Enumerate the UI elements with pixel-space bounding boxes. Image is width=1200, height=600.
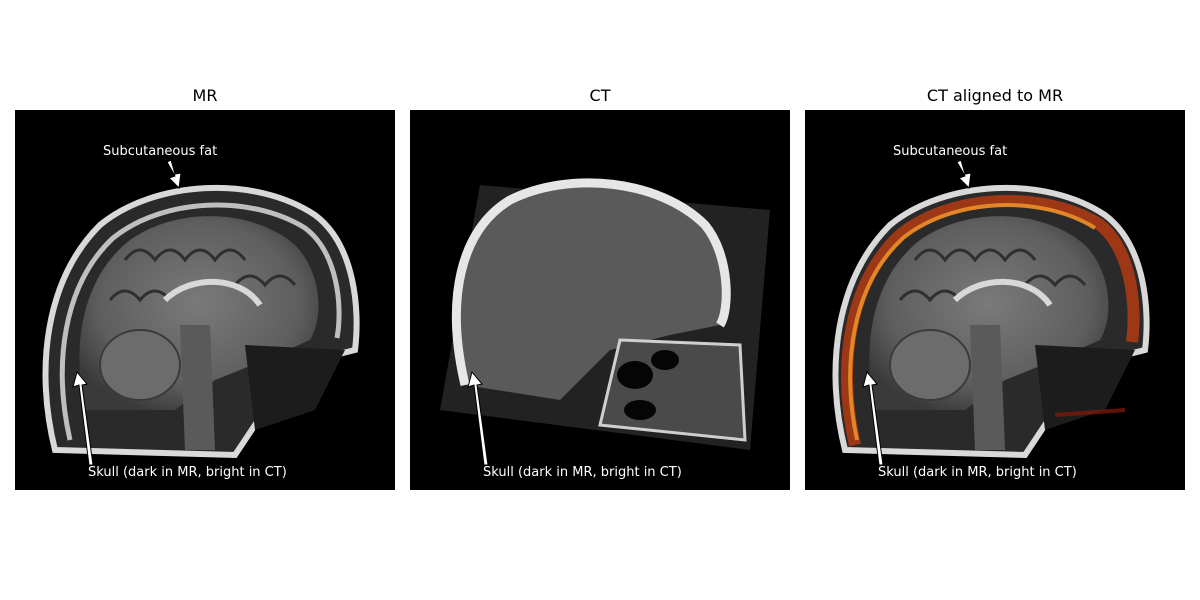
- face-region: [245, 345, 345, 430]
- skull-arrow: [467, 370, 489, 466]
- skull-arrow: [862, 370, 884, 466]
- corpus-callosum: [952, 278, 1053, 307]
- overlay-scan-image: Subcutaneous fat Skull (dark in MR, brig…: [805, 110, 1185, 490]
- annotation-subcutaneous-fat: Subcutaneous fat: [893, 144, 1007, 159]
- brainstem: [970, 325, 1005, 450]
- annotation-skull: Skull (dark in MR, bright in CT): [88, 465, 287, 480]
- overlay-annotation-layer: Subcutaneous fat Skull (dark in MR, brig…: [878, 144, 1077, 480]
- ct-overlay-face: [1054, 408, 1126, 417]
- annotation-skull: Skull (dark in MR, bright in CT): [878, 465, 1077, 480]
- fat-rim: [59, 202, 342, 441]
- overlay-brain-svg: [832, 159, 1150, 466]
- fat-arrow: [166, 159, 182, 190]
- ct-overlay-skull: [841, 195, 1140, 447]
- cerebellum: [889, 329, 971, 401]
- ct-skull-bone: [451, 178, 731, 387]
- ct-annotation-layer: Skull (dark in MR, bright in CT): [483, 465, 682, 480]
- ct-skull-svg: [440, 178, 770, 466]
- ct-brain: [456, 182, 727, 400]
- brainstem: [180, 325, 215, 450]
- mr-brain-svg: [42, 159, 360, 466]
- cerebellum: [99, 329, 181, 401]
- mr-annotation-layer: Subcutaneous fat Skull (dark in MR, brig…: [88, 144, 287, 480]
- corpus-callosum: [162, 278, 263, 307]
- ct-sinus-3: [624, 400, 656, 420]
- ct-overlay-highlight: [848, 203, 1097, 441]
- fat-arrow: [956, 159, 972, 190]
- annotation-skull: Skull (dark in MR, bright in CT): [483, 465, 682, 480]
- ct-sinus-1: [617, 361, 653, 389]
- gyri: [108, 248, 297, 303]
- panel-title: MR: [192, 86, 218, 105]
- annotation-subcutaneous-fat: Subcutaneous fat: [103, 144, 217, 159]
- skull-arrow: [72, 370, 94, 466]
- face-region: [1035, 345, 1135, 430]
- ct-scan-image: Skull (dark in MR, bright in CT): [410, 110, 790, 490]
- gyri: [898, 248, 1087, 303]
- mr-scan-image: Subcutaneous fat Skull (dark in MR, brig…: [15, 110, 395, 490]
- ct-sinus-2: [651, 350, 679, 370]
- panel-title: CT: [589, 86, 611, 105]
- panel-title: CT aligned to MR: [926, 86, 1064, 105]
